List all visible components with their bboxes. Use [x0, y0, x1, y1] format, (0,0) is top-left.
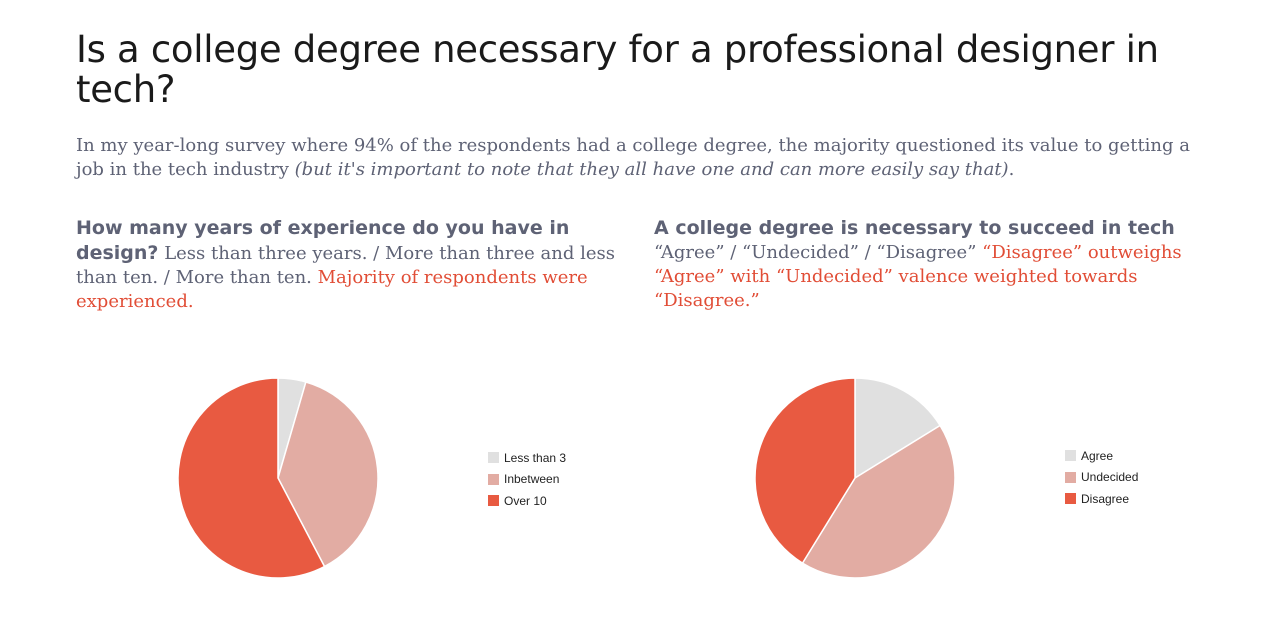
legend-swatch — [1065, 471, 1076, 483]
legend-swatch — [1065, 493, 1076, 505]
degree-highlight: “Disagree” outweighs “Agree” with “Undec… — [654, 242, 1182, 311]
degree-slice-disagree — [754, 377, 856, 565]
experience-slice-over-10 — [177, 377, 326, 579]
legend-swatch — [488, 473, 499, 485]
experience-legend: Less than 3 Inbetween Over 10 — [488, 447, 566, 512]
degree-question: A college degree is necessary to succeed… — [654, 217, 1175, 239]
legend-label: Undecided — [1081, 470, 1139, 485]
legend-label: Inbetween — [504, 472, 560, 487]
legend-swatch — [488, 452, 499, 464]
experience-question: How many years of experience do you have… — [76, 217, 570, 264]
page-title: Is a college degree necessary for a prof… — [76, 28, 1159, 111]
intro-italic-note: (but it's important to note that they al… — [294, 159, 1009, 180]
legend-label: Less than 3 — [504, 450, 567, 465]
degree-legend-item-undecided: Undecided — [1065, 467, 1138, 489]
experience-slice-inbetween — [277, 381, 379, 568]
legend-label: Disagree — [1081, 491, 1130, 506]
experience-options: Less than three years. / More than three… — [76, 243, 615, 288]
degree-slice-agree — [854, 377, 942, 480]
intro-paragraph: In my year-long survey where 94% of the … — [76, 134, 1206, 182]
experience-pie-chart — [177, 377, 379, 579]
degree-options: “Agree” / “Undecided” / “Disagree” — [654, 242, 983, 263]
degree-section-heading: A college degree is necessary to succeed… — [654, 216, 1214, 313]
experience-legend-item-inbetween: Inbetween — [488, 469, 566, 491]
degree-legend-item-agree: Agree — [1065, 445, 1138, 467]
experience-section-heading: How many years of experience do you have… — [76, 216, 616, 314]
degree-slice-undecided — [801, 424, 956, 579]
intro-text: In my year-long survey where 94% of the … — [76, 135, 1190, 180]
degree-pie-chart — [754, 377, 956, 579]
legend-label: Over 10 — [504, 493, 547, 508]
experience-legend-item-less-than-3: Less than 3 — [488, 447, 566, 469]
degree-legend: Agree Undecided Disagree — [1065, 445, 1138, 510]
experience-legend-item-over-10: Over 10 — [488, 490, 566, 512]
intro-end: . — [1008, 159, 1015, 180]
experience-highlight: Majority of respondents were experienced… — [76, 267, 588, 312]
legend-swatch — [488, 495, 499, 507]
legend-label: Agree — [1081, 448, 1114, 463]
legend-swatch — [1065, 450, 1076, 462]
degree-legend-item-disagree: Disagree — [1065, 488, 1138, 510]
